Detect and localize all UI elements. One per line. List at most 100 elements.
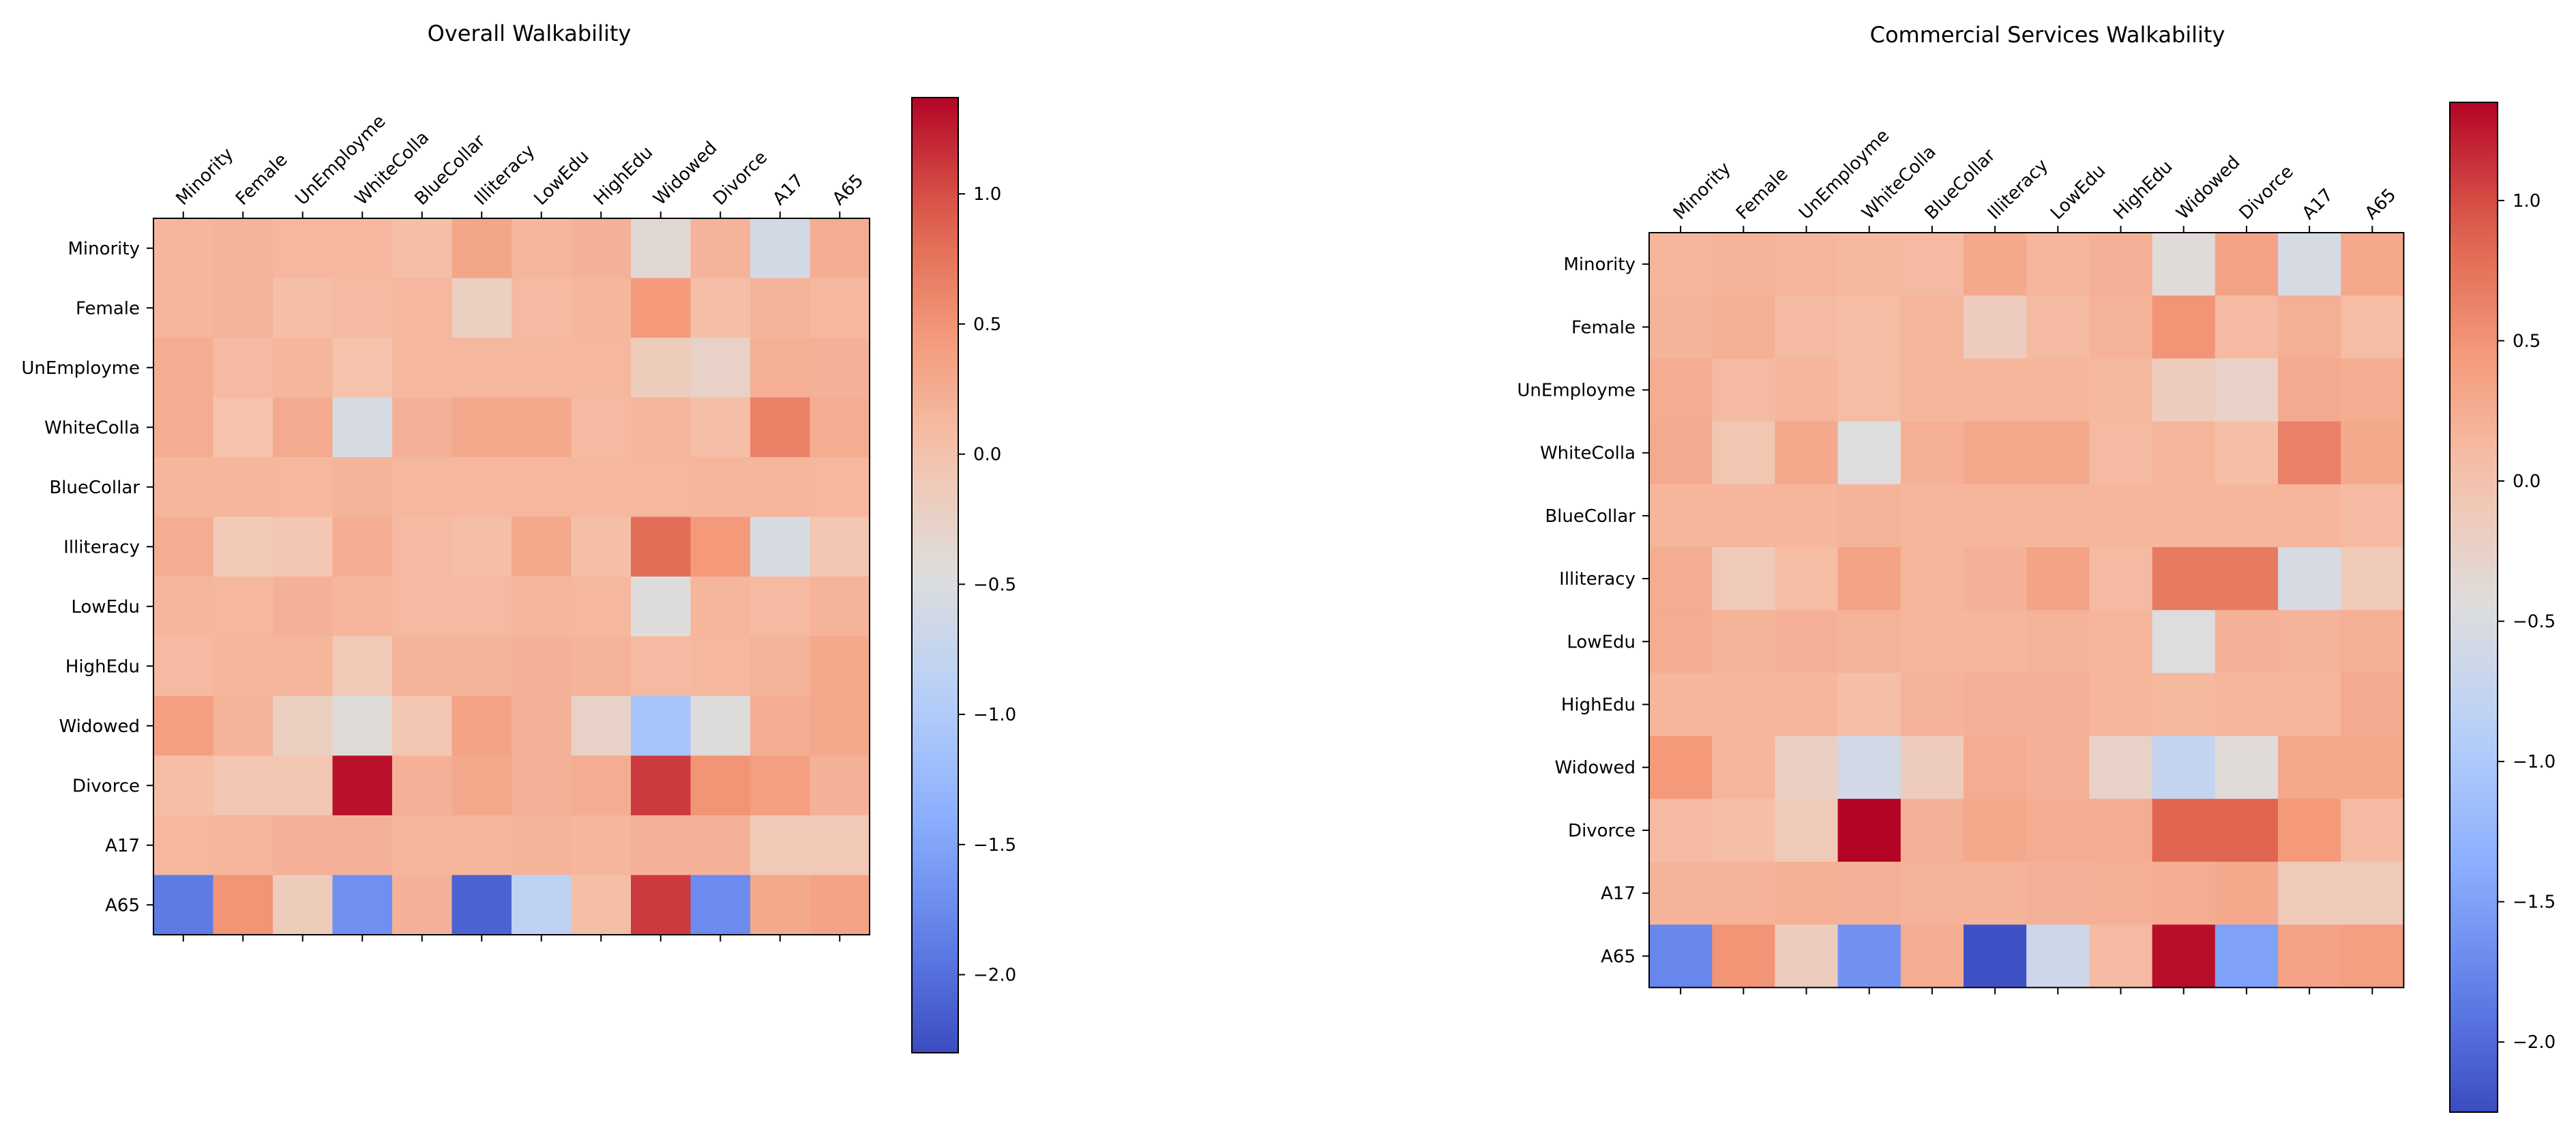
heatmap-cell [2152,484,2216,548]
heatmap-cell [451,755,512,816]
y-tick-label: HighEdu [65,656,140,677]
colorbar [911,97,959,1053]
y-tick-label: BlueCollar [1545,506,1635,527]
heatmap-cell [2278,862,2341,925]
heatmap-cell [332,457,393,518]
heatmap-cell [571,218,632,279]
heatmap-cell [690,636,751,697]
plot-frame [153,218,870,935]
heatmap-cell [451,278,512,338]
heatmap-cell [2341,924,2404,988]
heatmap-cell [1900,484,1964,548]
heatmap-cell [332,755,393,816]
heatmap-cell [690,875,751,935]
heatmap-cell [2278,736,2341,800]
y-tick-label: A17 [105,836,140,856]
colorbar-tick-label: 0.0 [973,445,1001,465]
heatmap-cell [631,338,692,398]
heatmap-cell [1900,421,1964,485]
heatmap-cell [1649,924,1713,988]
heatmap-cell [571,815,632,876]
heatmap-cell [690,278,751,338]
heatmap-cell [273,516,334,577]
heatmap-cell [1712,233,1775,296]
heatmap-cell [1649,673,1713,737]
heatmap-cell [332,218,393,279]
heatmap-cell [213,516,273,577]
heatmap-cell [392,696,453,757]
heatmap-cell [1775,798,1839,862]
heatmap-cell [2152,798,2216,862]
heatmap-cell [1649,421,1713,485]
heatmap-cell [332,696,393,757]
y-tick-label: WhiteColla [1540,443,1635,464]
heatmap-cell [1900,358,1964,422]
heatmap-cell [750,577,811,637]
heatmap-cell [1712,862,1775,925]
colorbar [2449,102,2498,1113]
heatmap-cell [2089,295,2153,359]
heatmap-cell [690,696,751,757]
heatmap-cell [810,338,870,398]
heatmap-cell [2215,421,2279,485]
heatmap-cell [273,875,334,935]
heatmap-cell [810,636,870,697]
heatmap-cell [2026,484,2090,548]
heatmap-cell [1964,736,2027,800]
heatmap-cell [1837,610,1901,673]
heatmap-cell [2026,673,2090,737]
heatmap-cell [2215,862,2279,925]
heatmap-cell [153,218,214,279]
heatmap-cell [690,755,751,816]
heatmap-cell [1649,547,1713,611]
heatmap-cell [1775,358,1839,422]
heatmap-cell [810,457,870,518]
heatmap-cell [392,577,453,637]
heatmap-cell [690,577,751,637]
chart-title: Overall Walkability [428,20,632,46]
heatmap-cell [213,397,273,458]
heatmap-cell [1900,798,1964,862]
heatmap-cell [1649,295,1713,359]
heatmap-cell [2026,358,2090,422]
heatmap-cell [2278,798,2341,862]
heatmap-cell [631,815,692,876]
heatmap-cell [750,516,811,577]
heatmap-cell [1900,610,1964,673]
heatmap-cell [273,457,334,518]
heatmap-cell [810,577,870,637]
heatmap-cell [1712,421,1775,485]
heatmap-cell [2278,233,2341,296]
heatmap-cell [2089,233,2153,296]
y-tick-label: Divorce [1568,821,1635,841]
heatmap-cell [2089,673,2153,737]
heatmap-cell [2341,421,2404,485]
heatmap-cell [153,875,214,935]
heatmap-cell [810,278,870,338]
heatmap-cell [690,397,751,458]
heatmap-cell [1712,924,1775,988]
heatmap-cell [750,397,811,458]
heatmap-cell [1775,547,1839,611]
heatmap-cell [332,875,393,935]
heatmap-cell [2026,798,2090,862]
heatmap-cell [273,755,334,816]
heatmap-cell [153,516,214,577]
heatmap-cell [750,755,811,816]
heatmap-cell [1775,484,1839,548]
heatmap-cell [1649,610,1713,673]
heatmap-cell [512,755,572,816]
y-tick-label: A17 [1601,884,1635,904]
heatmap-cell [1775,295,1839,359]
heatmap-cell [392,755,453,816]
x-tick-label: Minority [1670,158,1735,224]
heatmap-cell [213,457,273,518]
heatmap-cell [810,696,870,757]
heatmap-cell [571,338,632,398]
heatmap-cell [2215,798,2279,862]
heatmap-cell [571,696,632,757]
heatmap-cell [2215,673,2279,737]
heatmap-cell [1837,421,1901,485]
y-tick-label: WhiteColla [44,418,140,438]
